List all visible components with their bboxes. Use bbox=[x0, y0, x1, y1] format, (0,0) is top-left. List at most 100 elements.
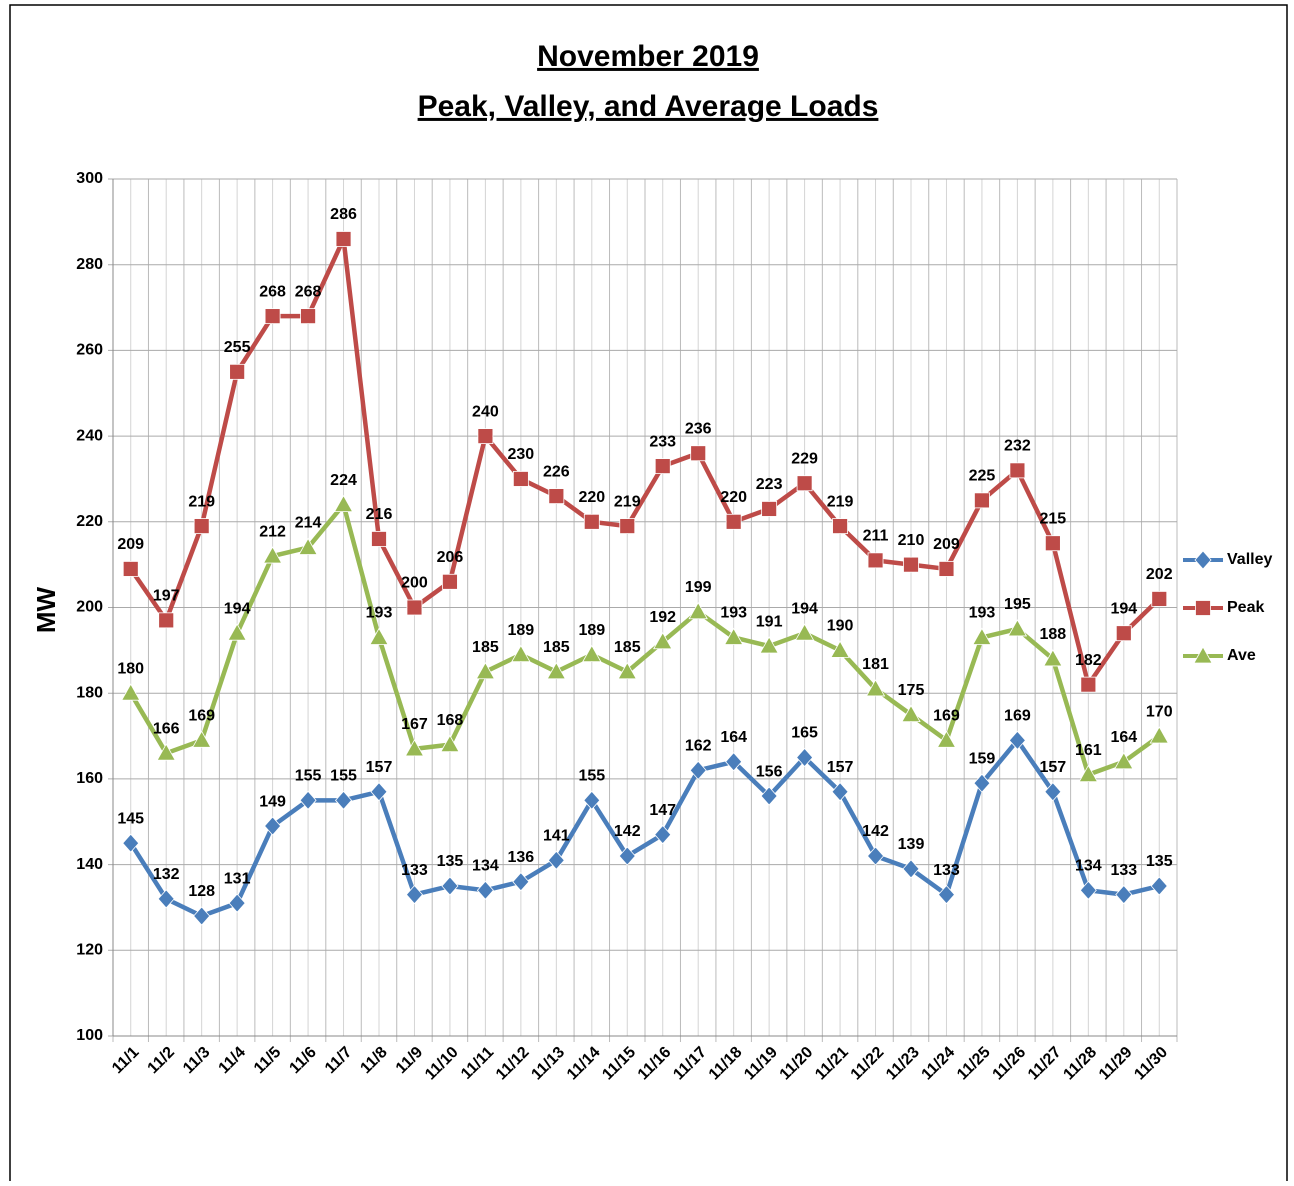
point bbox=[442, 573, 458, 590]
y-tick-label: 180 bbox=[76, 684, 103, 701]
data-label: 147 bbox=[649, 802, 676, 819]
legend-label: Peak bbox=[1227, 599, 1264, 616]
y-tick-label: 300 bbox=[76, 170, 103, 187]
point bbox=[262, 546, 283, 564]
point bbox=[1151, 591, 1168, 607]
data-label: 157 bbox=[1040, 759, 1067, 776]
point bbox=[228, 893, 246, 913]
point bbox=[440, 734, 460, 753]
point bbox=[761, 501, 778, 517]
data-label: 197 bbox=[153, 588, 180, 605]
data-label: 210 bbox=[898, 532, 925, 549]
data-label: 193 bbox=[720, 605, 747, 622]
legend-marker bbox=[1194, 550, 1212, 570]
point bbox=[583, 790, 601, 810]
data-label: 170 bbox=[1146, 703, 1173, 720]
data-label: 194 bbox=[224, 600, 251, 617]
data-label: 135 bbox=[1146, 853, 1173, 870]
data-label: 155 bbox=[578, 768, 605, 785]
data-label: 209 bbox=[933, 536, 960, 553]
data-label: 157 bbox=[827, 759, 854, 776]
point bbox=[654, 825, 672, 845]
data-label: 155 bbox=[295, 768, 322, 785]
data-label: 166 bbox=[153, 720, 180, 737]
point bbox=[300, 308, 316, 325]
data-label: 268 bbox=[259, 283, 286, 300]
data-label: 209 bbox=[117, 536, 144, 553]
data-label: 215 bbox=[1040, 510, 1067, 527]
data-label: 185 bbox=[472, 639, 499, 656]
point bbox=[156, 743, 176, 761]
point bbox=[938, 561, 955, 577]
y-tick-label: 160 bbox=[76, 770, 103, 787]
point bbox=[512, 872, 530, 892]
data-label: 220 bbox=[720, 489, 747, 506]
chart-title: November 2019 bbox=[537, 40, 759, 73]
point bbox=[335, 231, 352, 247]
data-label: 161 bbox=[1075, 742, 1102, 759]
point bbox=[937, 884, 956, 905]
point bbox=[405, 884, 424, 905]
point bbox=[264, 308, 281, 325]
data-label: 128 bbox=[188, 883, 215, 900]
point bbox=[229, 363, 246, 380]
point bbox=[158, 612, 175, 629]
point bbox=[370, 782, 388, 802]
point bbox=[121, 683, 141, 701]
point bbox=[796, 747, 814, 768]
data-label: 219 bbox=[827, 493, 854, 510]
chart-subtitle: Peak, Valley, and Average Loads bbox=[418, 90, 879, 123]
point bbox=[725, 752, 743, 772]
point bbox=[1044, 535, 1061, 552]
point bbox=[902, 859, 920, 879]
y-axis-label: MW bbox=[31, 586, 61, 633]
data-label: 230 bbox=[508, 446, 535, 463]
series-line bbox=[128, 738, 1160, 919]
data-label: 194 bbox=[1110, 600, 1137, 617]
data-label: 225 bbox=[969, 468, 996, 485]
y-tick-label: 260 bbox=[76, 342, 103, 359]
data-label: 169 bbox=[1004, 708, 1031, 725]
point bbox=[688, 601, 708, 620]
point bbox=[618, 846, 636, 866]
data-label: 149 bbox=[259, 793, 286, 810]
point bbox=[264, 816, 282, 836]
data-label: 180 bbox=[117, 660, 144, 677]
point bbox=[441, 876, 459, 896]
point bbox=[548, 488, 565, 504]
data-label: 169 bbox=[188, 708, 215, 725]
point bbox=[617, 661, 637, 680]
data-label: 165 bbox=[791, 725, 818, 742]
data-label: 219 bbox=[188, 493, 215, 510]
point bbox=[193, 518, 210, 534]
data-label: 200 bbox=[401, 575, 428, 592]
data-label: 195 bbox=[1004, 596, 1031, 613]
point bbox=[867, 552, 884, 569]
legend-label: Ave bbox=[1227, 647, 1256, 664]
point bbox=[1009, 462, 1026, 479]
data-label: 155 bbox=[330, 768, 357, 785]
point bbox=[796, 475, 813, 492]
data-label: 175 bbox=[898, 682, 925, 699]
point bbox=[122, 833, 140, 853]
point bbox=[369, 627, 389, 645]
point bbox=[903, 556, 919, 573]
data-label: 157 bbox=[366, 759, 393, 776]
data-label: 233 bbox=[649, 433, 676, 450]
point bbox=[760, 786, 778, 806]
point bbox=[1007, 619, 1028, 637]
data-label: 232 bbox=[1004, 438, 1031, 455]
point bbox=[477, 428, 494, 445]
data-label: 162 bbox=[685, 738, 712, 755]
point bbox=[193, 906, 211, 926]
point bbox=[511, 644, 531, 663]
point bbox=[1114, 751, 1134, 770]
data-label: 134 bbox=[472, 858, 499, 875]
point bbox=[690, 445, 707, 462]
data-label: 142 bbox=[862, 823, 889, 840]
point bbox=[830, 640, 850, 658]
point bbox=[1150, 876, 1168, 896]
data-label: 214 bbox=[295, 515, 322, 532]
data-label: 229 bbox=[791, 450, 818, 467]
